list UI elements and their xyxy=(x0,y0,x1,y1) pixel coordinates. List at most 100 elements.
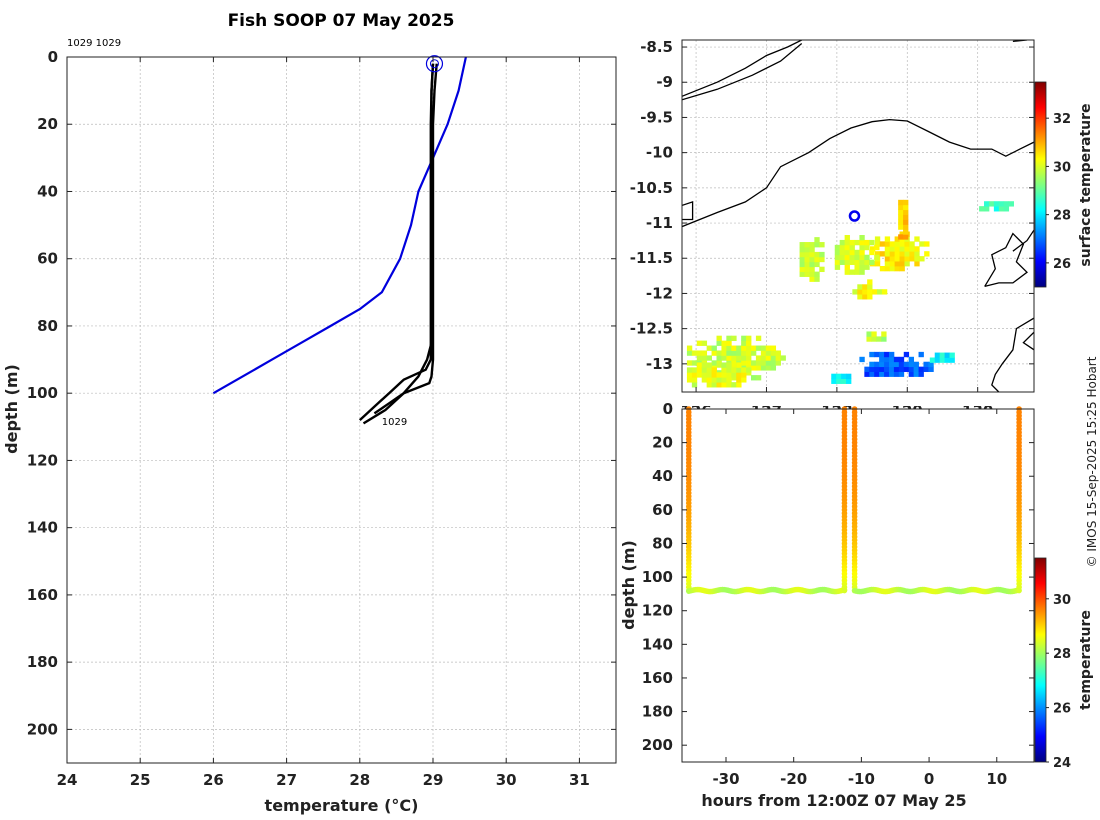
sst-pixel xyxy=(928,366,934,372)
sst-pixel xyxy=(874,261,881,267)
section-xtick-label: 0 xyxy=(924,770,934,788)
profile-xtick-label: 29 xyxy=(423,771,444,789)
profile-ytick-label: 200 xyxy=(27,720,58,738)
sst-pixel xyxy=(914,236,920,242)
profile-ytick-label: 60 xyxy=(37,250,58,268)
sst-pixel xyxy=(884,265,891,272)
sst-pixel xyxy=(859,239,865,246)
sst-pixel xyxy=(809,242,815,248)
sst-pixel xyxy=(701,362,708,368)
map-ytick-label: -12.5 xyxy=(630,320,673,338)
sst-pixel xyxy=(701,355,708,361)
section-colorbar-tick-label: 24 xyxy=(1053,756,1071,771)
sst-pixel xyxy=(765,365,772,371)
sst-pixel xyxy=(839,249,846,256)
sst-pixel xyxy=(894,241,900,247)
sst-pixel xyxy=(884,371,890,377)
sst-pixel xyxy=(864,264,870,270)
section-colorbar-tick-label: 28 xyxy=(1053,647,1071,662)
sst-pixel xyxy=(871,336,877,342)
sst-pixel xyxy=(726,345,732,351)
sst-pixel xyxy=(809,246,815,253)
sst-pixel xyxy=(928,361,934,368)
sst-pixel xyxy=(939,352,945,358)
sst-pixel xyxy=(836,378,842,384)
sst-pixel xyxy=(711,372,717,378)
sst-pixel xyxy=(716,377,722,383)
sst-pixel xyxy=(746,355,752,361)
map-colorbar-tick-label: 32 xyxy=(1053,112,1071,127)
sst-pixel xyxy=(701,340,708,346)
section-colorbar-tick-label: 30 xyxy=(1053,593,1071,608)
section-ytick-label: 20 xyxy=(652,434,673,452)
sst-pixel xyxy=(903,361,910,368)
sst-pixel xyxy=(893,366,900,372)
sst-pixel xyxy=(914,246,920,252)
sst-pixel xyxy=(716,340,722,346)
coastline xyxy=(682,118,1034,228)
sst-pixel xyxy=(691,372,698,378)
sst-pixel xyxy=(854,264,860,270)
sst-pixel xyxy=(914,261,920,267)
sst-pixel xyxy=(711,345,717,351)
sst-pixel xyxy=(746,370,752,376)
sst-pixel xyxy=(834,254,841,261)
map-colorbar-tick-label: 30 xyxy=(1053,160,1071,175)
sst-pixel xyxy=(889,256,896,262)
sst-pixel xyxy=(894,265,900,272)
sst-pixel xyxy=(888,356,895,363)
profile-ytick-label: 180 xyxy=(27,653,58,671)
sst-pixel xyxy=(874,244,880,251)
sst-pixel xyxy=(852,289,858,295)
sst-pixel xyxy=(881,336,887,342)
sst-pixel xyxy=(686,350,693,356)
sst-pixel xyxy=(919,241,925,247)
sst-pixel xyxy=(874,251,881,257)
sst-pixel xyxy=(898,366,905,372)
sst-pixel xyxy=(809,271,815,277)
sst-pixel xyxy=(804,271,810,277)
sst-pixel xyxy=(949,357,955,363)
sst-pixel xyxy=(898,356,905,363)
sst-pixel xyxy=(884,251,891,257)
sst-pixel xyxy=(755,375,762,381)
sst-pixel xyxy=(884,236,891,242)
sst-pixel xyxy=(755,345,762,351)
sst-pixel xyxy=(701,350,708,356)
sst-pixel xyxy=(846,378,852,384)
sst-pixel xyxy=(799,266,805,273)
sst-pixel xyxy=(726,340,732,346)
sst-pixel xyxy=(844,269,850,275)
map-colorbar-tick-label: 28 xyxy=(1053,209,1071,224)
sst-pixel xyxy=(894,256,900,262)
sst-pixel xyxy=(993,201,1000,207)
sst-pixel xyxy=(899,241,905,247)
sst-pixel xyxy=(741,335,747,342)
sst-pixel xyxy=(721,362,727,368)
sst-pixel xyxy=(765,350,772,356)
sst-pixel xyxy=(859,249,865,256)
sst-pixel xyxy=(867,294,873,300)
sst-pixel xyxy=(701,372,708,378)
sst-pixel xyxy=(716,382,722,388)
sst-pixel xyxy=(814,242,820,248)
section-point xyxy=(841,587,848,594)
section-xtick-label: -10 xyxy=(848,770,875,788)
profile-ytick-label: 160 xyxy=(27,586,58,604)
sst-pixel xyxy=(701,367,708,373)
sst-pixel xyxy=(909,256,915,262)
sst-pixel xyxy=(731,345,737,351)
sst-pixel xyxy=(760,360,767,366)
section-colorbar-tick-label: 26 xyxy=(1053,702,1071,717)
section-xtick-label: 10 xyxy=(986,770,1007,788)
sst-pixel xyxy=(819,242,825,248)
sst-pixel xyxy=(874,254,880,261)
sst-pixel xyxy=(908,371,915,377)
sst-pixel xyxy=(691,350,698,356)
sst-pixel xyxy=(864,239,870,246)
sst-pixel xyxy=(898,209,904,215)
sst-pixel xyxy=(849,269,855,275)
sst-pixel xyxy=(894,246,900,252)
sst-pixel xyxy=(770,360,777,366)
sst-pixel xyxy=(884,256,891,262)
